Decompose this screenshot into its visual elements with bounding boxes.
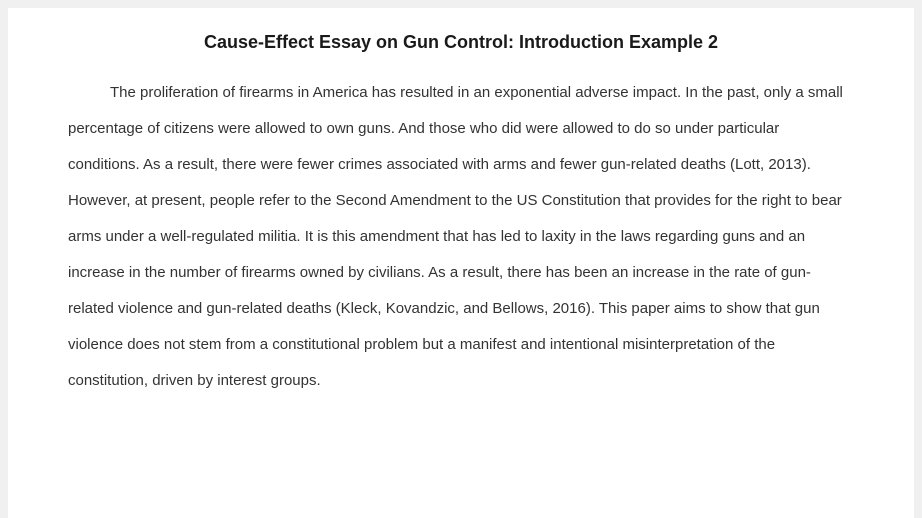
- document-page: Cause-Effect Essay on Gun Control: Intro…: [8, 8, 914, 518]
- essay-body: The proliferation of firearms in America…: [68, 75, 854, 399]
- essay-title: Cause-Effect Essay on Gun Control: Intro…: [68, 32, 854, 53]
